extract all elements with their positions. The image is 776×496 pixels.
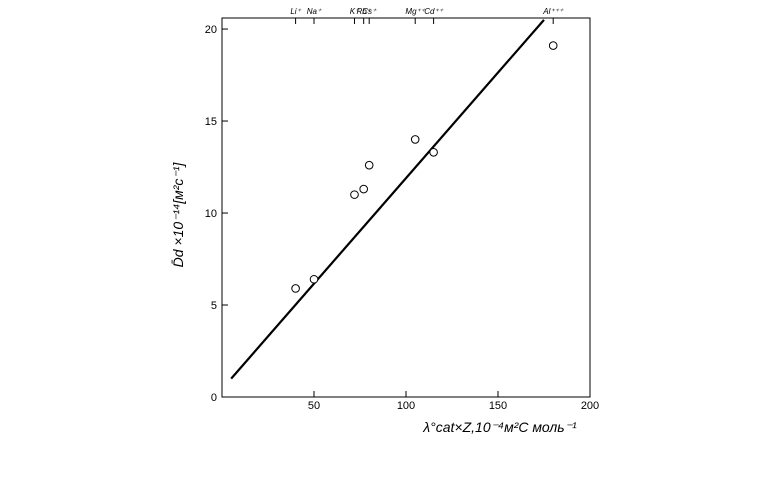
fit-line — [230, 19, 545, 380]
data-point — [429, 148, 438, 157]
x-tick-label: 200 — [581, 400, 599, 412]
top-tick-label: K⁺ — [350, 7, 360, 16]
top-tick-label: Na⁺ — [307, 7, 322, 16]
data-point — [548, 41, 558, 50]
data-point — [364, 160, 374, 170]
y-tick-label: 15 — [205, 116, 217, 128]
top-tick-label: Mg⁺⁺ — [405, 7, 425, 16]
top-tick-label: Cd⁺⁺ — [424, 7, 443, 16]
top-tick-label: Li⁺ — [290, 7, 301, 16]
top-tick-label: Al⁺⁺⁺ — [542, 7, 564, 16]
data-point — [410, 135, 420, 144]
x-tick-label: 100 — [397, 400, 415, 412]
top-tick-label: Cs⁺ — [362, 7, 377, 16]
y-tick-label: 5 — [211, 300, 217, 312]
data-point — [350, 190, 359, 199]
y-tick-label: 0 — [211, 392, 217, 404]
data-point — [309, 274, 319, 284]
x-tick-label: 150 — [489, 400, 507, 412]
y-tick-label: 20 — [205, 24, 217, 36]
x-tick-label: 50 — [308, 400, 320, 412]
data-point — [291, 284, 300, 293]
data-point — [359, 184, 368, 194]
y-tick-label: 10 — [205, 208, 217, 220]
x-axis-label: λ°cat×Z,10⁻⁴м²С моль⁻¹ — [422, 419, 577, 435]
top-tick-label: Rb⁺ — [356, 7, 371, 16]
plot-frame — [221, 17, 591, 398]
y-axis-label: D̄d ×10⁻¹⁴[м²с⁻¹] — [170, 162, 186, 268]
